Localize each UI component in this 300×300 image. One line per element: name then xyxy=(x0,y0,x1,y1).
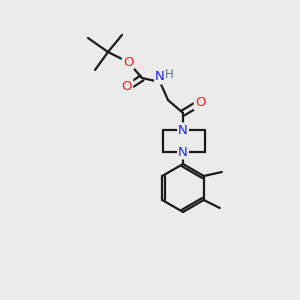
Text: N: N xyxy=(178,146,188,158)
Text: N: N xyxy=(178,124,188,136)
Text: O: O xyxy=(195,97,205,110)
Text: H: H xyxy=(165,68,173,80)
Text: O: O xyxy=(122,80,132,92)
Text: O: O xyxy=(123,56,133,68)
Text: N: N xyxy=(155,70,165,83)
